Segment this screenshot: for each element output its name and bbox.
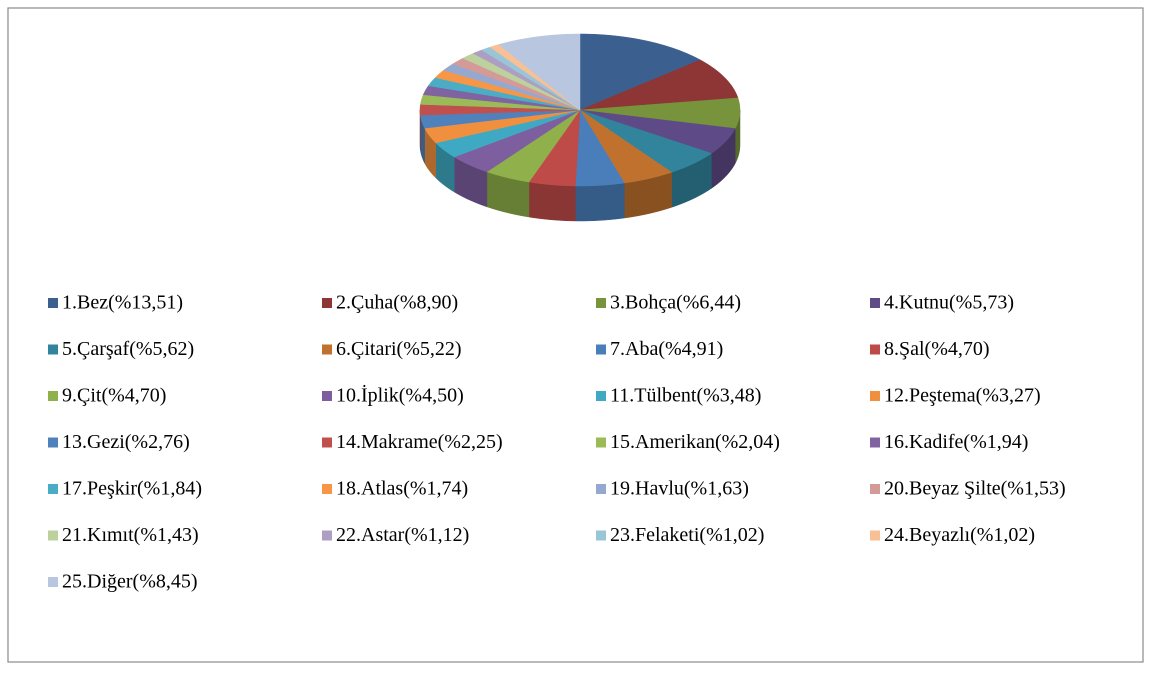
slice [528,109,581,187]
legend-swatch [322,298,332,308]
legend-swatch [322,530,332,541]
legend-label: 21.Kımıt(%1,43) [62,524,199,546]
legend-swatch [596,437,606,448]
legend-swatch [48,484,58,494]
legend-swatch [48,437,58,448]
legend-swatch [48,344,58,355]
slice [453,109,581,173]
legend-swatch [596,298,606,308]
slice [579,109,673,184]
legend-label: 24.Beyazlı(%1,02) [884,524,1035,546]
legend-label: 5.Çarşaf(%5,62) [62,338,194,360]
legend-swatch [48,577,58,587]
legend-label: 14.Makrame(%2,25) [336,431,503,453]
legend-label: 17.Peşkir(%1,84) [62,478,202,500]
slice [575,109,625,187]
slice [579,59,739,111]
slice [498,33,581,111]
slice [435,109,581,158]
legend-swatch [596,391,606,401]
legend-label: 4.Kutnu(%5,73) [884,292,1014,314]
legend-label: 11.Tülbent(%3,48) [610,385,761,407]
legend-label: 25.Diğer(%8,45) [62,571,198,593]
legend-label: 15.Amerikan(%2,04) [610,431,780,453]
legend-label: 19.Havlu(%1,63) [610,478,749,500]
slice [579,97,741,129]
legend-swatch [48,298,58,308]
legend-swatch [48,530,58,541]
legend-swatch [596,530,606,541]
legend-label: 9.Çit(%4,70) [62,385,166,407]
slice [424,109,581,144]
legend-label: 3.Bohça(%6,44) [610,292,741,314]
legend-label: 23.Felaketi(%1,02) [610,524,764,546]
legend-swatch [870,391,880,401]
legend-swatch [322,391,332,401]
legend-swatch [870,344,880,355]
legend-label: 1.Bez(%13,51) [62,292,183,314]
legend-label: 20.Beyaz Şilte(%1,53) [884,478,1066,500]
legend-swatch [596,484,606,494]
legend-swatch [596,344,606,355]
legend-swatch [870,484,880,494]
legend-swatch [322,344,332,355]
slice [419,104,581,116]
legend-swatch [870,298,880,308]
legend-swatch [322,484,332,494]
legend-swatch [870,530,880,541]
legend-swatch [48,391,58,401]
legend-label: 16.Kadife(%1,94) [884,431,1028,453]
legend-swatch [322,437,332,448]
slice [579,109,736,154]
legend-label: 12.Peştema(%3,27) [884,385,1041,407]
legend-label: 22.Astar(%1,12) [336,524,469,546]
legend-label: 7.Aba(%4,91) [610,338,723,360]
slice [579,33,701,111]
legend-swatch [870,437,880,448]
slice [486,109,581,183]
slice-side [575,182,625,222]
slice [579,109,712,173]
legend-label: 13.Gezi(%2,76) [62,431,190,453]
legend-label: 10.İplik(%4,50) [336,384,464,407]
slice-side [528,181,576,222]
legend-label: 6.Çitari(%5,22) [336,338,462,360]
legend-label: 2.Çuha(%8,90) [336,292,458,314]
legend-label: 18.Atlas(%1,74) [336,478,468,500]
legend-label: 8.Şal(%4,70) [884,338,990,360]
slice [420,109,581,129]
